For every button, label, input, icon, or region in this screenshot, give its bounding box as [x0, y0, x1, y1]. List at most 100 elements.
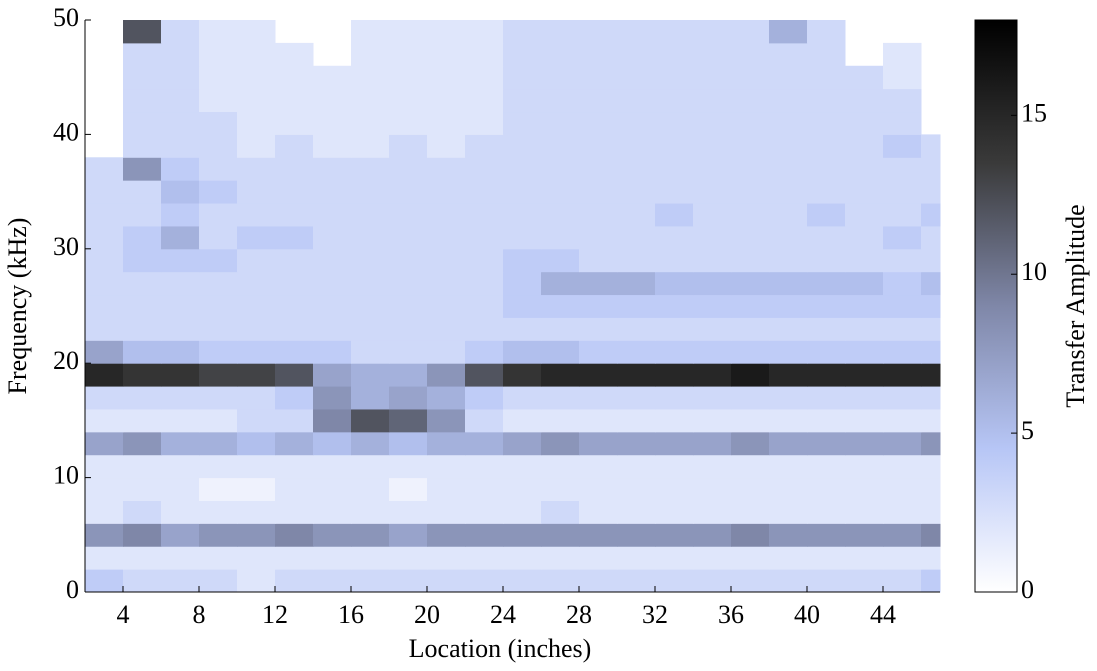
heatmap-cell	[199, 134, 238, 158]
heatmap-cell	[465, 546, 504, 570]
y-tick-label: 0	[66, 575, 79, 604]
heatmap-cell	[655, 203, 694, 227]
heatmap-cell	[921, 500, 941, 524]
heatmap-cell	[845, 134, 884, 158]
heatmap-cell	[123, 65, 162, 90]
heatmap-cell	[275, 157, 314, 181]
heatmap-cell	[883, 271, 922, 296]
heatmap-cell	[503, 271, 542, 296]
heatmap-cell	[123, 340, 162, 364]
heatmap-cell	[655, 431, 694, 456]
heatmap-cell	[465, 180, 504, 204]
heatmap-cell	[845, 180, 884, 204]
heatmap-cell	[199, 65, 238, 90]
heatmap-cell	[617, 88, 656, 113]
heatmap-cell	[921, 317, 941, 341]
heatmap-cell	[845, 157, 884, 181]
heatmap-cell	[465, 248, 504, 273]
heatmap-cell	[579, 271, 618, 296]
heatmap-cell	[123, 317, 162, 341]
heatmap-cell	[389, 271, 428, 296]
heatmap-cell	[465, 363, 504, 387]
heatmap-cell	[351, 271, 390, 296]
heatmap-cell	[579, 20, 618, 44]
heatmap-cell	[617, 203, 656, 227]
heatmap-cell	[351, 134, 390, 158]
heatmap-cell	[237, 157, 276, 181]
heatmap-cell	[693, 363, 732, 387]
heatmap-cell	[503, 408, 542, 433]
heatmap-cell	[769, 294, 808, 318]
heatmap-cell	[655, 408, 694, 433]
heatmap-cell	[275, 317, 314, 341]
heatmap-cell	[807, 225, 846, 250]
heatmap-cell	[617, 363, 656, 387]
heatmap-cell	[921, 477, 941, 501]
heatmap-cell	[883, 569, 922, 593]
heatmap-cell	[693, 42, 732, 67]
heatmap-cell	[769, 340, 808, 364]
heatmap-cell	[199, 42, 238, 67]
heatmap-cell	[351, 180, 390, 204]
heatmap-cell	[731, 431, 770, 456]
heatmap-cell	[921, 157, 941, 181]
heatmap-cell	[655, 546, 694, 570]
heatmap-cell	[123, 20, 162, 44]
heatmap-cell	[199, 431, 238, 456]
heatmap-cell	[655, 569, 694, 593]
x-tick-label: 32	[642, 600, 668, 629]
heatmap-cell	[465, 42, 504, 67]
heatmap-cell	[617, 111, 656, 135]
heatmap-cell	[85, 180, 124, 204]
heatmap-cell	[693, 111, 732, 135]
x-tick-label: 36	[718, 600, 744, 629]
heatmap-cell	[199, 523, 238, 547]
heatmap-cell	[769, 248, 808, 273]
heatmap-cell	[693, 500, 732, 524]
heatmap-cell	[617, 408, 656, 433]
heatmap-cell	[807, 500, 846, 524]
heatmap-cell	[275, 42, 314, 67]
heatmap-cell	[655, 340, 694, 364]
heatmap-cell	[731, 111, 770, 135]
heatmap-cell	[579, 42, 618, 67]
heatmap-cell	[655, 180, 694, 204]
heatmap-cell	[465, 340, 504, 364]
heatmap-cell	[199, 88, 238, 113]
heatmap-cell	[921, 363, 941, 387]
heatmap-cell	[693, 386, 732, 410]
heatmap-cell	[731, 180, 770, 204]
heatmap-cell	[123, 225, 162, 250]
heatmap-cell	[465, 477, 504, 501]
heatmap-cell	[465, 317, 504, 341]
colorbar	[974, 19, 1018, 593]
heatmap-cell	[313, 546, 352, 570]
heatmap-cell	[883, 546, 922, 570]
heatmap-cell	[275, 546, 314, 570]
heatmap-cell	[579, 225, 618, 250]
heatmap-cell	[427, 408, 466, 433]
heatmap-cell	[503, 134, 542, 158]
heatmap-cell	[883, 157, 922, 181]
heatmap-cell	[579, 248, 618, 273]
heatmap-cell	[883, 203, 922, 227]
heatmap-cell	[541, 523, 580, 547]
heatmap-cell	[807, 203, 846, 227]
colorbar-tick-label: 0	[1021, 575, 1034, 604]
heatmap-cell	[199, 157, 238, 181]
heatmap-cell	[313, 248, 352, 273]
heatmap-cell	[807, 157, 846, 181]
heatmap-cell	[199, 500, 238, 524]
heatmap-cell	[731, 546, 770, 570]
heatmap-cell	[883, 386, 922, 410]
heatmap-cell	[617, 317, 656, 341]
heatmap-cell	[541, 111, 580, 135]
heatmap-cell	[845, 454, 884, 479]
heatmap-cell	[313, 500, 352, 524]
heatmap-cell	[161, 88, 200, 113]
heatmap-cell	[237, 88, 276, 113]
heatmap-cell	[503, 20, 542, 44]
heatmap-cell	[199, 248, 238, 273]
heatmap-cell	[883, 477, 922, 501]
heatmap-cell	[503, 180, 542, 204]
